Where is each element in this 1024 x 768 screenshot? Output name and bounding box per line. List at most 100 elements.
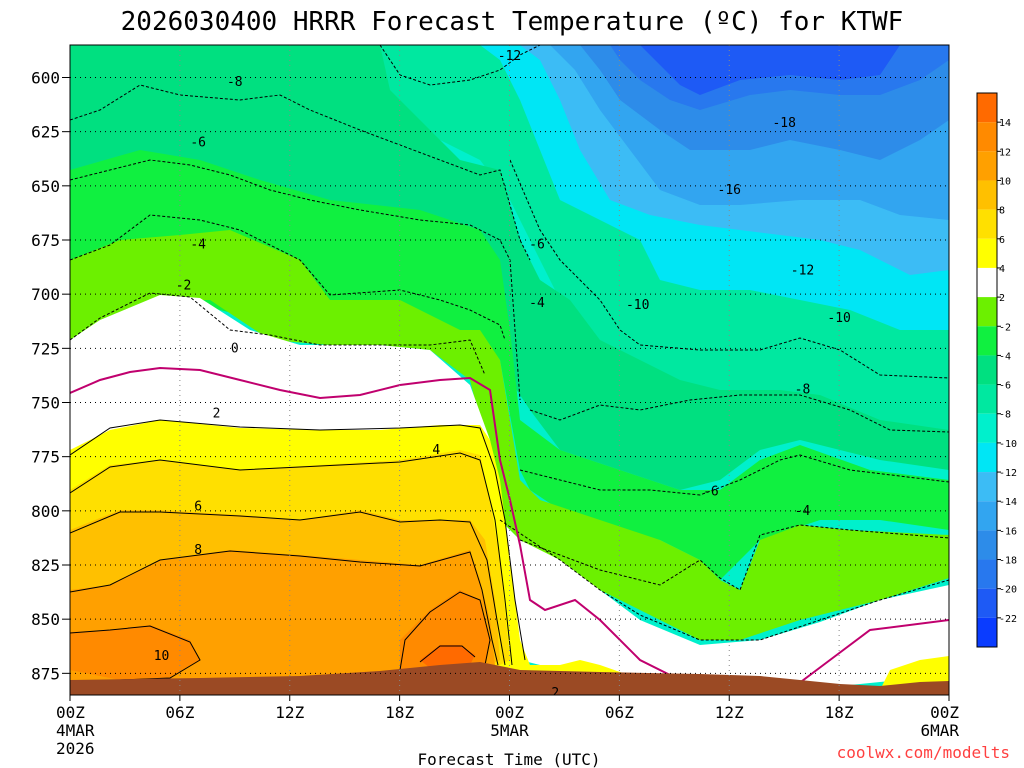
contour-label: -18 — [772, 116, 795, 131]
x-tick-label: 00Z — [56, 703, 85, 722]
contour-label: -2 — [176, 279, 192, 294]
contour-label: 4 — [432, 443, 440, 458]
x-tick-label: 12Z — [275, 703, 304, 722]
contour-label: -12 — [498, 49, 521, 64]
colorbar-swatch — [977, 151, 997, 181]
credit-text: coolwx.com/modelts — [837, 743, 1010, 762]
field-band-minus-8 — [70, 45, 949, 490]
colorbar-label: 14 — [999, 118, 1011, 129]
contour-label: -6 — [703, 484, 719, 499]
field-band-minus-2 — [70, 295, 949, 690]
colorbar-label: -16 — [999, 526, 1017, 537]
colorbar-label: -10 — [999, 439, 1017, 450]
contour-label: 10 — [154, 649, 170, 664]
contour-label: -8 — [227, 75, 243, 90]
contour-label: 8 — [194, 543, 202, 558]
contour-label: 0 — [231, 341, 239, 356]
colorbar-swatch — [977, 384, 997, 414]
colorbar-label: -2 — [999, 322, 1011, 333]
contour-label: 2 — [551, 686, 559, 701]
colorbar-label: -4 — [999, 351, 1011, 362]
y-tick-label: 875 — [31, 664, 60, 683]
contour-line-minus-8-right — [529, 394, 949, 433]
colorbar-swatch — [977, 326, 997, 356]
contour-line-8 — [70, 550, 499, 666]
contour-label: -8 — [795, 383, 811, 398]
y-tick-label: 700 — [31, 285, 60, 304]
x-tick-label: 12Z — [715, 703, 744, 722]
y-tick-label: 625 — [31, 123, 60, 142]
colorbar-label: 2 — [999, 293, 1005, 304]
x-tick-date: 6MAR — [920, 721, 959, 740]
y-tick-label: 725 — [31, 339, 60, 358]
colorbar-frame — [976, 92, 998, 648]
y-tick-label: 650 — [31, 177, 60, 196]
contour-line-12 — [419, 645, 476, 663]
colorbar-swatch — [977, 442, 997, 473]
x-tick-label: 18Z — [385, 703, 414, 722]
x-tick-label: 06Z — [165, 703, 194, 722]
x-tick-year: 2026 — [56, 739, 95, 758]
colorbar-label: -22 — [999, 614, 1017, 625]
y-tick-label: 600 — [31, 69, 60, 88]
colorbar-swatch — [977, 209, 997, 239]
contour-label: -12 — [791, 263, 814, 278]
contour-label: -6 — [190, 136, 206, 151]
x-tick-date: 5MAR — [490, 721, 529, 740]
colorbar-swatch — [977, 267, 997, 298]
colorbar-swatch — [977, 238, 997, 268]
contour-line-minus-6-left — [70, 159, 521, 401]
contour-line-minus-6-right — [519, 454, 949, 496]
colorbar-label: 10 — [999, 176, 1011, 187]
contour-line-minus-8-left — [70, 84, 531, 261]
colorbar-swatch — [977, 588, 997, 618]
colorbar-swatch — [977, 355, 997, 385]
y-tick-label: 850 — [31, 610, 60, 629]
y-tick-label: 775 — [31, 448, 60, 467]
contour-line-10 — [70, 625, 201, 681]
y-tick-label: 750 — [31, 394, 60, 413]
colorbar-label: -18 — [999, 556, 1017, 567]
terrain-fill — [70, 662, 949, 695]
colorbar-label: 12 — [999, 147, 1011, 158]
grid — [70, 45, 949, 695]
colorbar-label: -8 — [999, 410, 1011, 421]
contour-label: -4 — [190, 237, 206, 252]
contour-line-minus-10 — [509, 159, 949, 379]
colorbar-swatch — [977, 472, 997, 502]
field-band-minus-22 — [640, 45, 900, 95]
contour-labels: -12 -8 -6 -18 -16 -4 -6 -2 -4 -10 -12 -10 0 -8 2 4 -6 -4 6… — [154, 49, 851, 701]
y-tick-label: 800 — [31, 502, 60, 521]
contour-label: -10 — [827, 311, 850, 326]
contour-label: -16 — [718, 183, 741, 198]
colorbar-swatch — [977, 617, 997, 647]
x-tick-label: 18Z — [825, 703, 854, 722]
colorbar-label: -12 — [999, 468, 1017, 479]
colorbar-label: 4 — [999, 264, 1005, 275]
field-band-10 — [70, 625, 200, 680]
x-tick-label: 00Z — [495, 703, 524, 722]
contour-line-minus-2-left — [70, 292, 486, 376]
colorbar-swatch — [977, 297, 997, 327]
colorbar-label: 8 — [999, 206, 1005, 217]
y-tick-label: 825 — [31, 556, 60, 575]
contour-label: -6 — [529, 237, 545, 252]
colorbar-label: -6 — [999, 381, 1011, 392]
colorbar-swatch — [977, 559, 997, 589]
chart-title: 2026030400 HRRR Forecast Temperature (ºC… — [121, 7, 904, 37]
colorbar-label: -20 — [999, 585, 1017, 596]
y-tick-label: 675 — [31, 231, 60, 250]
contour-label: -4 — [529, 296, 545, 311]
x-tick-label: 00Z — [930, 703, 959, 722]
contour-line-6 — [70, 511, 506, 666]
x-tick-date: 4MAR — [56, 721, 95, 740]
contour-label: -10 — [626, 298, 649, 313]
colorbar-swatch — [977, 413, 997, 443]
plot-area: -12 -8 -6 -18 -16 -4 -6 -2 -4 -10 -12 -10 0 -8 2 4 -6 -4 6… — [70, 45, 949, 701]
colorbar-swatch — [977, 180, 997, 210]
colorbar-swatch — [977, 530, 997, 560]
colorbar-swatch — [977, 501, 997, 531]
contour-line-2 — [70, 419, 526, 661]
x-axis-label: Forecast Time (UTC) — [417, 750, 600, 768]
contour-label: 6 — [194, 500, 202, 515]
